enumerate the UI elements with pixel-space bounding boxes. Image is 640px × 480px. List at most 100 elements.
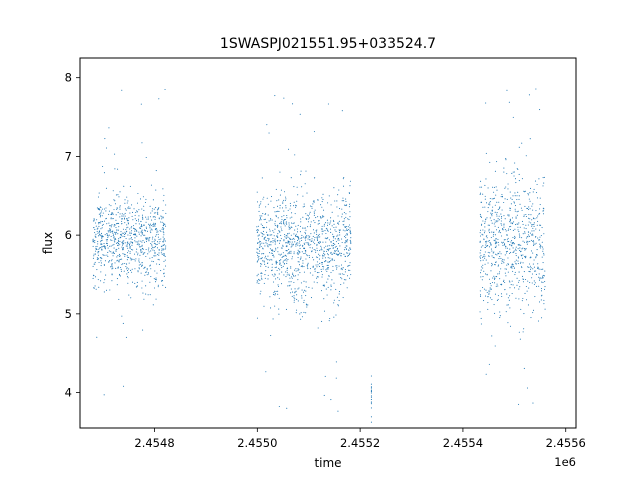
x-tick-label: 2.4550 — [237, 436, 277, 450]
data-point — [121, 258, 123, 260]
data-point — [338, 300, 340, 302]
data-point — [370, 416, 372, 418]
data-point — [280, 234, 282, 236]
data-point — [158, 254, 160, 256]
data-point — [506, 264, 508, 266]
data-point — [160, 230, 162, 232]
data-point — [300, 218, 302, 220]
data-point — [316, 243, 318, 245]
data-point — [156, 229, 158, 231]
data-point — [269, 241, 271, 243]
data-point — [114, 262, 116, 264]
data-point — [152, 216, 154, 218]
data-point — [323, 225, 325, 227]
data-point — [329, 223, 331, 225]
data-point — [258, 246, 261, 248]
data-point — [266, 197, 268, 199]
data-point — [345, 226, 347, 228]
data-point — [518, 222, 520, 224]
data-point — [343, 220, 345, 222]
data-point — [286, 215, 288, 217]
data-point — [104, 248, 106, 250]
data-point — [114, 168, 116, 170]
data-point — [283, 221, 285, 223]
data-point — [503, 244, 505, 246]
data-point — [337, 234, 339, 236]
data-point — [343, 224, 345, 226]
data-point — [484, 246, 487, 249]
data-point — [126, 202, 128, 204]
data-point — [115, 231, 118, 233]
scatter-points — [92, 88, 546, 423]
data-point — [497, 220, 499, 222]
data-point — [289, 202, 291, 204]
data-point — [297, 252, 299, 254]
data-point — [134, 237, 136, 239]
data-point — [496, 213, 498, 215]
data-point — [499, 278, 501, 280]
data-point — [513, 202, 516, 204]
data-point — [121, 315, 123, 317]
data-point — [119, 206, 121, 208]
data-point — [344, 204, 346, 207]
data-point — [266, 226, 268, 228]
data-point — [154, 229, 156, 231]
data-point — [494, 204, 496, 206]
data-point — [331, 244, 333, 246]
data-point — [493, 223, 495, 225]
data-point — [272, 241, 274, 243]
data-point — [307, 238, 309, 240]
data-point — [109, 289, 111, 291]
x-axis-offset-label: 1e6 — [554, 455, 576, 469]
data-point — [489, 232, 491, 234]
data-point — [118, 259, 120, 261]
data-point — [105, 217, 107, 219]
data-point — [290, 246, 292, 248]
data-point — [544, 270, 546, 272]
data-point — [305, 236, 307, 238]
data-point — [97, 207, 99, 210]
data-point — [485, 102, 487, 104]
data-point — [532, 252, 534, 254]
data-point — [266, 124, 268, 126]
data-point — [280, 223, 282, 225]
data-point — [316, 277, 318, 279]
data-point — [161, 218, 163, 220]
data-point — [321, 274, 323, 276]
data-point — [111, 239, 113, 241]
data-point — [159, 240, 161, 243]
data-point — [273, 254, 275, 256]
data-point — [256, 229, 258, 231]
data-point — [348, 192, 350, 194]
data-point — [317, 264, 319, 266]
data-point — [259, 216, 261, 218]
data-point — [164, 223, 166, 225]
data-point — [128, 207, 130, 209]
data-point — [112, 212, 114, 214]
data-point — [100, 262, 102, 264]
data-point — [506, 239, 508, 241]
data-point — [138, 268, 140, 270]
data-point — [487, 296, 489, 298]
data-point — [131, 281, 134, 283]
data-point — [158, 238, 160, 241]
data-point — [155, 279, 157, 281]
data-point — [261, 257, 263, 259]
data-point — [161, 245, 163, 247]
data-point — [318, 242, 320, 245]
data-point — [301, 289, 303, 291]
data-point — [320, 262, 323, 264]
data-point — [491, 298, 493, 301]
data-point — [511, 280, 513, 282]
data-point — [116, 248, 118, 250]
data-point — [274, 243, 276, 245]
data-point — [92, 257, 94, 259]
data-point — [333, 220, 335, 222]
data-point — [163, 194, 165, 196]
data-point — [271, 266, 273, 268]
data-point — [313, 248, 315, 251]
data-point — [532, 268, 534, 270]
data-point — [117, 255, 119, 257]
data-point — [285, 258, 287, 260]
data-point — [135, 223, 137, 225]
